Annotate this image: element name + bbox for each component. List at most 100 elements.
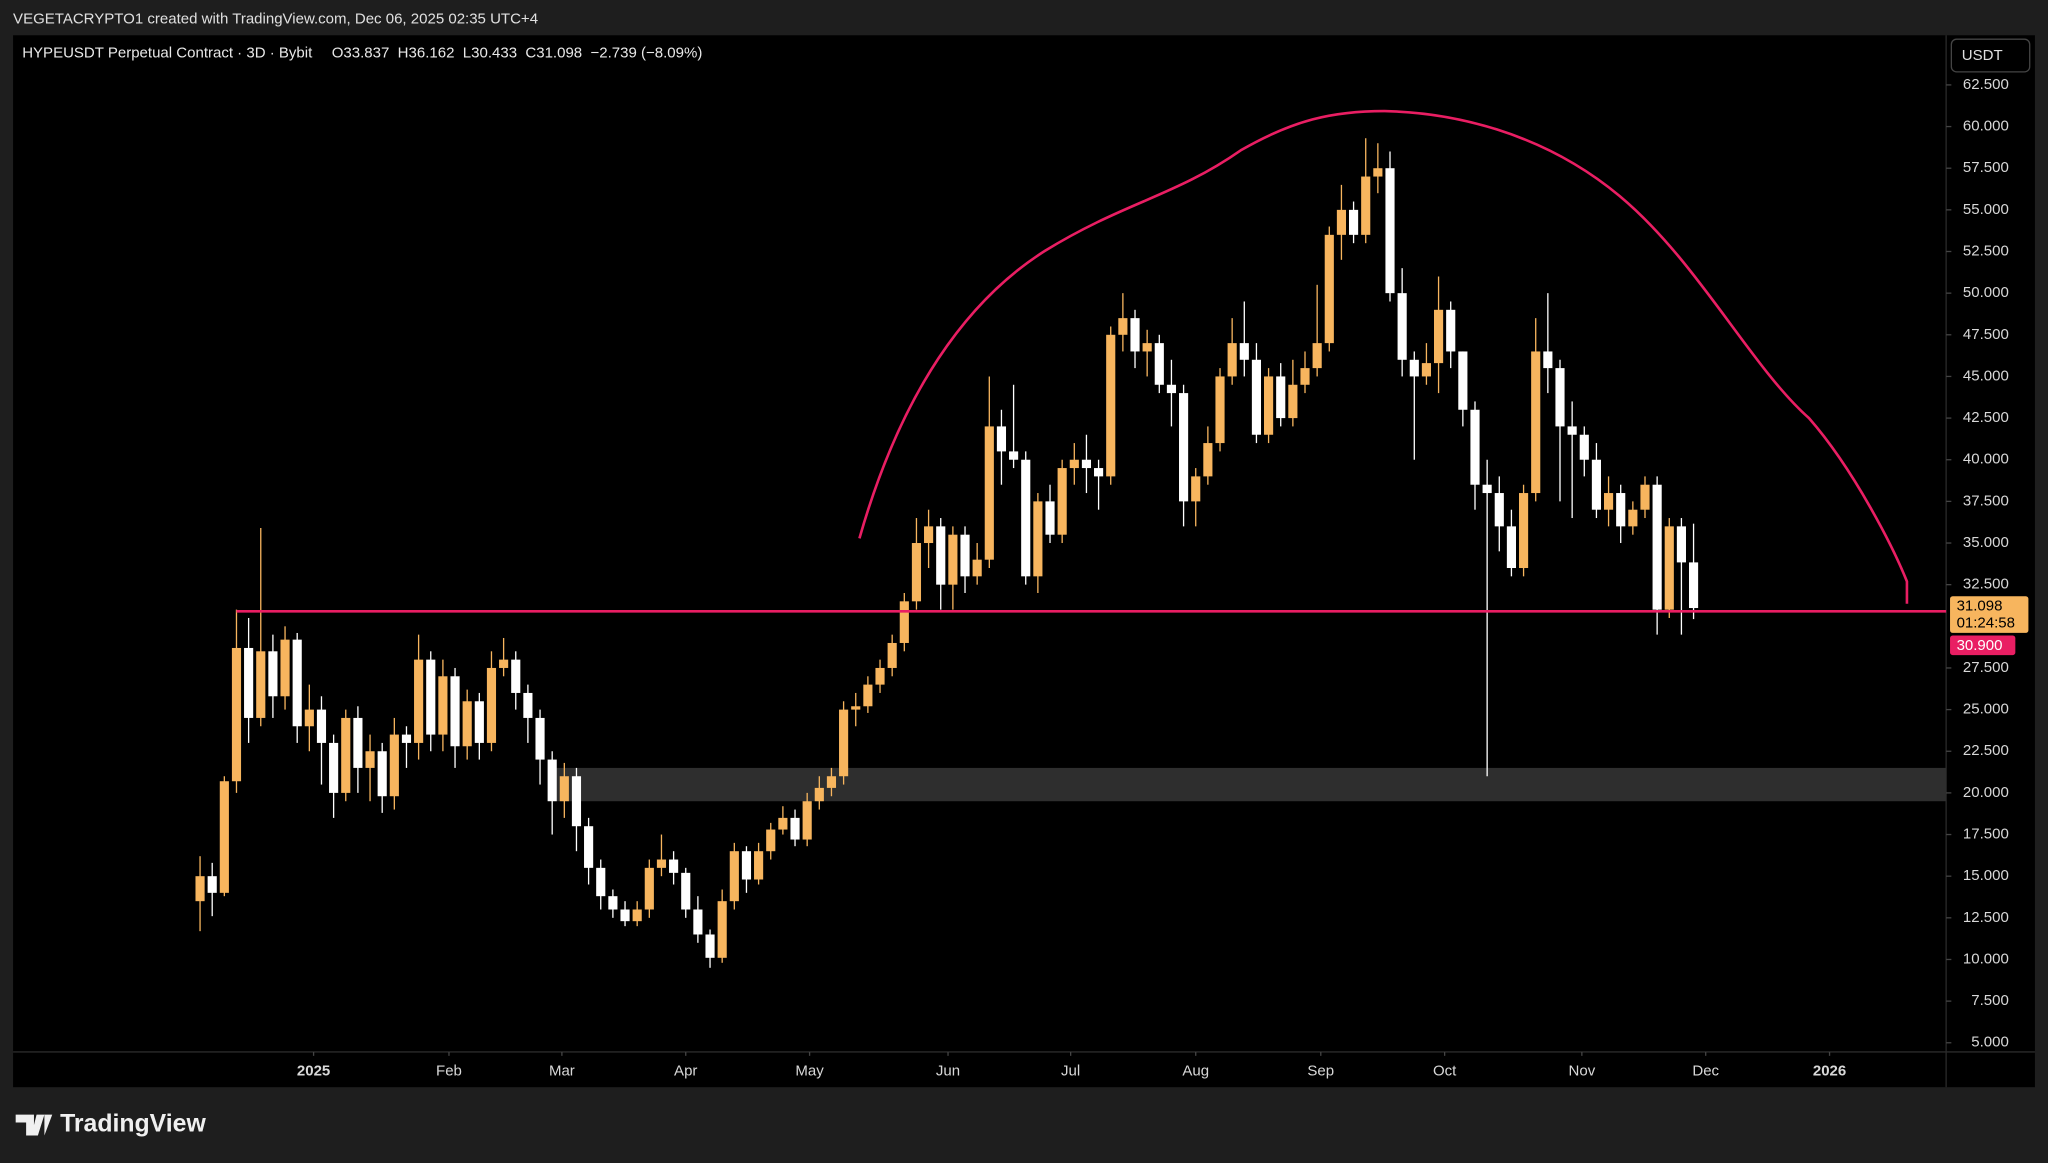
- candle-body: [1154, 343, 1164, 385]
- y-tick-label: 50.000: [1963, 284, 2009, 301]
- candle-body: [389, 734, 399, 797]
- candle-body: [1142, 343, 1152, 352]
- candle-body: [644, 867, 654, 910]
- candle-body: [1446, 309, 1456, 352]
- candle-body: [292, 639, 302, 727]
- y-tick-label: 25.000: [1963, 701, 2009, 718]
- logo-mark: [15, 1114, 53, 1136]
- candle-body: [705, 934, 715, 958]
- candle-body: [1603, 493, 1614, 510]
- y-tick-label: 12.500: [1963, 909, 2009, 926]
- y-tick-label: 7.500: [1971, 992, 2009, 1009]
- candle-body: [996, 426, 1007, 452]
- candle-body: [1567, 426, 1577, 435]
- candle-body: [924, 526, 934, 544]
- candle-body: [948, 534, 958, 585]
- candle-body: [462, 701, 472, 747]
- candle-body: [341, 717, 351, 793]
- candle-body: [1458, 351, 1468, 410]
- zone: [553, 767, 1947, 802]
- candle-body: [984, 426, 994, 560]
- candle-body: [1094, 468, 1104, 477]
- candle-body: [1251, 359, 1262, 435]
- y-tick-label: 47.500: [1963, 326, 2009, 343]
- arc-drawing: [858, 109, 1909, 604]
- candle-body: [231, 647, 242, 782]
- candle-body: [1506, 526, 1516, 569]
- candle-body: [778, 817, 788, 830]
- y-tick-label: 60.000: [1963, 118, 2009, 135]
- y-tick-label: 27.500: [1963, 659, 2009, 676]
- candle-body: [608, 896, 618, 910]
- candle-body: [814, 787, 824, 802]
- candle-body: [304, 709, 314, 727]
- candle-body: [826, 776, 837, 788]
- x-tick-label: Jul: [1061, 1062, 1080, 1079]
- candle-body: [1336, 209, 1347, 235]
- candle-body: [717, 901, 727, 958]
- candle-body: [741, 851, 752, 880]
- level-label: 30.900: [1957, 637, 2003, 654]
- candle-body: [1264, 376, 1274, 435]
- y-tick-label: 20.000: [1963, 784, 2009, 801]
- x-tick-label: Feb: [436, 1062, 462, 1079]
- currency-button[interactable]: [1950, 38, 2031, 73]
- y-tick-label: 5.000: [1971, 1034, 2009, 1051]
- candle-body: [863, 684, 873, 707]
- currency-label[interactable]: USDT: [1962, 47, 2003, 64]
- candle-body: [1470, 409, 1480, 485]
- candle-body: [1664, 526, 1674, 610]
- candle-body: [1203, 443, 1213, 477]
- x-tick-label: Aug: [1182, 1062, 1209, 1079]
- candle-body: [1409, 359, 1419, 377]
- candle-body: [1349, 209, 1359, 235]
- candle-body: [377, 751, 387, 797]
- candle-body: [802, 801, 812, 840]
- y-tick-label: 32.500: [1963, 576, 2009, 593]
- x-tick-label: Dec: [1692, 1062, 1719, 1079]
- last-price-box: [1950, 596, 2029, 633]
- x-tick-label: Jun: [936, 1062, 960, 1079]
- candle-body: [656, 859, 667, 868]
- candle-body: [790, 817, 800, 840]
- x-tick-label: Oct: [1433, 1062, 1457, 1079]
- candle-body: [244, 647, 254, 718]
- candle-body: [669, 859, 679, 873]
- candle-body: [414, 659, 424, 743]
- candle-body: [353, 717, 363, 768]
- candle-body: [1312, 343, 1322, 369]
- candle-body: [1324, 234, 1334, 344]
- candle-body: [1045, 501, 1055, 535]
- candle-body: [268, 651, 278, 697]
- y-tick-label: 17.500: [1963, 826, 2009, 843]
- candle-body: [1676, 526, 1686, 563]
- x-tick-label: 2025: [297, 1062, 330, 1079]
- candle-body: [1227, 343, 1237, 377]
- candle-body: [1191, 476, 1201, 502]
- candle-body: [1021, 459, 1031, 577]
- candle-body: [1494, 493, 1504, 527]
- candle-body: [1421, 363, 1432, 377]
- candle-body: [547, 759, 557, 802]
- candle-body: [1179, 393, 1189, 502]
- candle-body: [365, 751, 375, 768]
- candle-body: [1531, 351, 1541, 494]
- y-tick-label: 45.000: [1963, 367, 2009, 384]
- candle-body: [1009, 451, 1019, 460]
- candle-body: [960, 534, 970, 577]
- plot-layer: 5.000 7.500 10.000 12.500 15.000 17.500 20.000…: [195, 76, 2029, 1079]
- candle-body: [1033, 501, 1043, 577]
- logo-text: TradingView: [60, 1111, 206, 1138]
- candle-body: [887, 642, 897, 668]
- candle-body: [1543, 351, 1553, 369]
- candle-body: [584, 826, 594, 868]
- x-tick-label: 2026: [1813, 1062, 1846, 1079]
- candle-body: [936, 526, 946, 585]
- candle-body: [1555, 368, 1565, 427]
- countdown: 01:24:58: [1957, 615, 2015, 632]
- candle-body: [1579, 434, 1589, 460]
- candle-body: [1130, 318, 1140, 352]
- candle-body: [195, 876, 205, 902]
- candle-body: [1640, 484, 1650, 510]
